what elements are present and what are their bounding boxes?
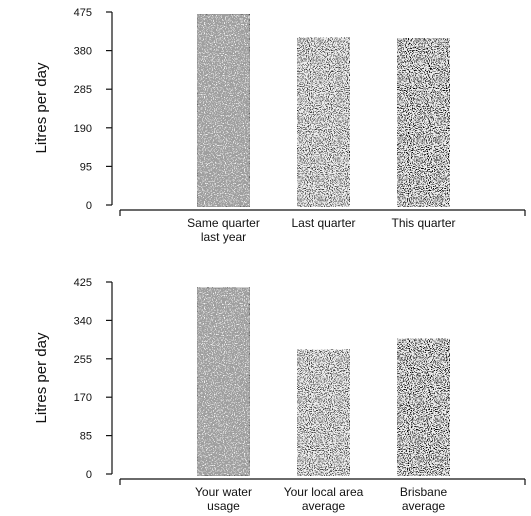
y-tick-label: 475 — [74, 7, 92, 19]
y-axis-title: Litres per day — [33, 332, 50, 423]
x-tick-label-line: This quarter — [391, 216, 455, 230]
y-tick-label: 255 — [74, 354, 92, 366]
x-tick-label: Your water usage — [195, 485, 252, 513]
bar — [297, 38, 350, 207]
bar — [397, 38, 450, 207]
bar — [197, 14, 250, 207]
bar — [297, 350, 350, 476]
chart-quarterly-comparison: Litres per day 0 95 190 285 380 475 Same quar… — [33, 7, 525, 244]
x-tick-label: Your local area average — [284, 485, 364, 513]
x-tick-label-line: last year — [201, 230, 246, 244]
x-tick-label-line: Your water — [195, 485, 252, 499]
x-tick-label: Last quarter — [291, 216, 355, 230]
x-tick-label-line: usage — [207, 499, 240, 513]
y-axis-title: Litres per day — [33, 62, 50, 153]
y-tick-label: 85 — [80, 431, 92, 443]
y-ticks: 0 85 170 255 340 425 — [74, 277, 112, 481]
x-tick-label-line: average — [302, 499, 346, 513]
bars — [197, 14, 450, 207]
x-tick-label-line: Brisbane — [400, 485, 448, 499]
y-tick-label: 0 — [86, 469, 92, 481]
y-tick-label: 0 — [86, 200, 92, 212]
bars — [197, 288, 450, 476]
bar — [197, 288, 250, 476]
x-tick-label-line: average — [402, 499, 446, 513]
x-tick-label-line: Same quarter — [187, 216, 260, 230]
y-tick-label: 170 — [74, 392, 92, 404]
x-tick-label: Same quarter last year — [187, 216, 260, 244]
bar — [397, 339, 450, 476]
x-tick-label: Brisbane average — [400, 485, 448, 513]
y-tick-label: 425 — [74, 277, 92, 289]
y-tick-label: 285 — [74, 84, 92, 96]
y-tick-label: 190 — [74, 123, 92, 135]
y-tick-label: 380 — [74, 46, 92, 58]
y-ticks: 0 95 190 285 380 475 — [74, 7, 112, 212]
x-labels: Same quarter last year Last quarter This qu… — [187, 216, 455, 244]
x-tick-label-line: Last quarter — [291, 216, 355, 230]
chart-usage-comparison: Litres per day 0 85 170 255 340 425 Your wate… — [33, 277, 525, 513]
y-tick-label: 340 — [74, 315, 92, 327]
x-tick-label-line: Your local area — [284, 485, 364, 499]
y-tick-label: 95 — [80, 161, 92, 173]
x-tick-label: This quarter — [391, 216, 455, 230]
